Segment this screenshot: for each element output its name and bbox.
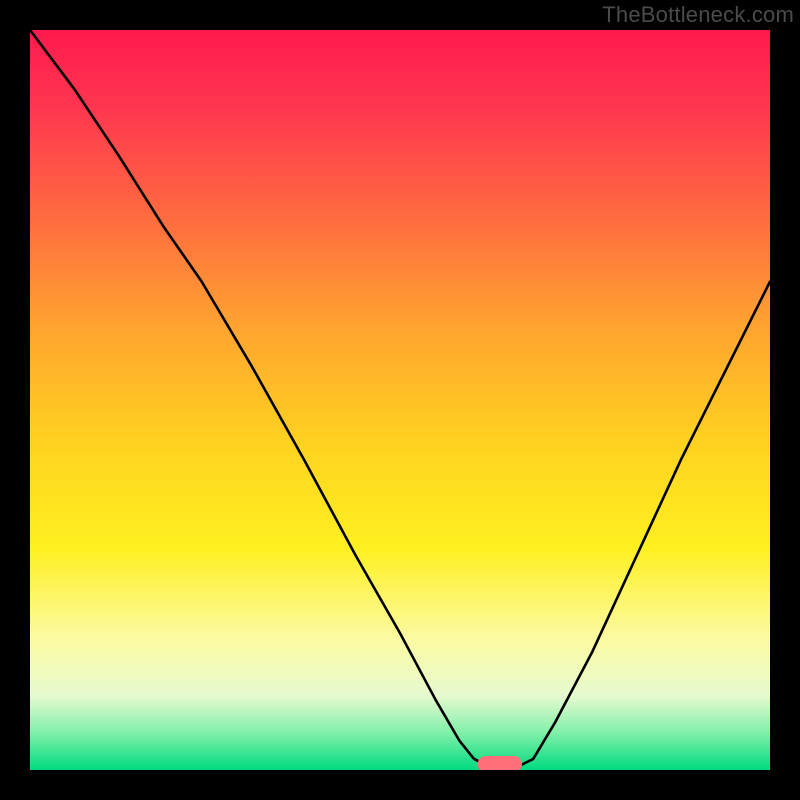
bottleneck-chart — [0, 0, 800, 800]
optimal-point-marker — [478, 756, 522, 772]
watermark-text: TheBottleneck.com — [602, 2, 794, 28]
plot-background — [30, 30, 770, 770]
chart-stage: TheBottleneck.com — [0, 0, 800, 800]
